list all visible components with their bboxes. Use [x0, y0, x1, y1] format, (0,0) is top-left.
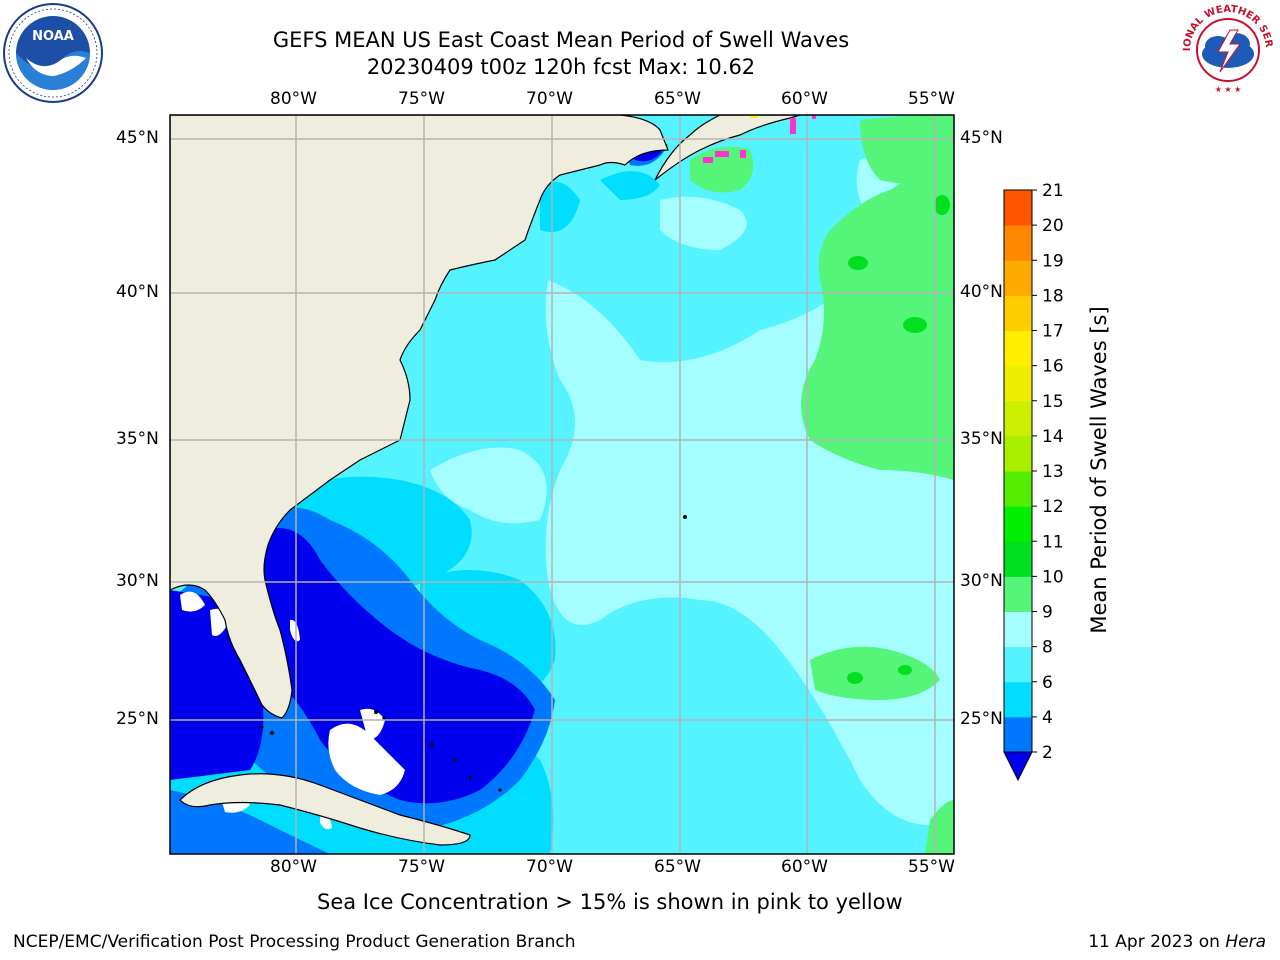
colorbar-tick-label: 15	[1042, 392, 1064, 412]
lat-label-right: 45°N	[960, 128, 1003, 148]
lat-label-left: 35°N	[116, 429, 159, 449]
colorbar-tick-label: 18	[1042, 286, 1064, 306]
colorbar-tick-label: 10	[1042, 567, 1064, 587]
lat-label-left: 30°N	[116, 571, 159, 591]
lon-label-bottom: 65°W	[654, 857, 701, 877]
lon-label-top: 60°W	[781, 89, 828, 109]
graticule	[170, 115, 954, 854]
lon-label-bottom: 55°W	[908, 857, 955, 877]
colorbar-tick-label: 6	[1042, 673, 1053, 693]
lat-label-left: 45°N	[116, 128, 159, 148]
missing-data-areas	[180, 591, 405, 830]
land-nova-scotia	[654, 115, 801, 181]
colorbar: 2 4 6 8 9 10 11 12 13 14 15 16 17 18 19 20 21	[1003, 181, 1064, 782]
field-9-10s	[801, 160, 954, 480]
colorbar-extend-arrow	[1003, 751, 1033, 782]
lat-label-right: 35°N	[960, 429, 1003, 449]
colorbar-tick-label: 12	[1042, 497, 1064, 517]
colorbar-tick-label: 20	[1042, 216, 1064, 236]
colorbar-band	[1004, 681, 1032, 718]
colorbar-band	[1004, 225, 1032, 261]
colorbar-band	[1004, 506, 1032, 542]
lat-label-left: 40°N	[116, 282, 159, 302]
map-frame	[169, 114, 955, 855]
noaa-logo-text: NOAA	[32, 29, 74, 44]
colorbar-tick-label: 17	[1042, 322, 1064, 342]
national-weather-service-logo-icon: NATIONAL WEATHER SERVICE ★ ★ ★	[1178, 0, 1275, 97]
footer-machine: Hera	[1225, 932, 1266, 952]
colorbar-band	[1004, 435, 1032, 472]
colorbar-tick-label: 14	[1042, 427, 1064, 447]
footer-credit: NCEP/EMC/Verification Post Processing Pr…	[13, 932, 576, 952]
colorbar-band	[1004, 190, 1032, 226]
map-canvas	[170, 115, 954, 854]
colorbar-tick-label: 19	[1042, 251, 1064, 271]
colorbar-tick-label: 16	[1042, 357, 1064, 377]
colorbar-tick-label: 13	[1042, 462, 1064, 482]
lon-label-bottom: 60°W	[781, 857, 828, 877]
islands	[260, 515, 687, 792]
colorbar-band	[1004, 365, 1032, 402]
field-10-11s	[847, 195, 950, 684]
svg-text:★ ★ ★: ★ ★ ★	[1215, 85, 1242, 94]
lon-label-top: 65°W	[654, 89, 701, 109]
footer-date-text: 11 Apr 2023 on	[1088, 932, 1226, 952]
colorbar-label: Mean Period of Swell Waves [s]	[1087, 306, 1111, 633]
footer-date: 11 Apr 2023 on Hera	[1088, 932, 1266, 952]
sea-ice-note: Sea Ice Concentration > 15% is shown in …	[317, 890, 903, 914]
lat-label-left: 25°N	[116, 709, 159, 729]
colorbar-band	[1004, 611, 1032, 648]
lon-label-top: 55°W	[908, 89, 955, 109]
colorbar-tick-label: 4	[1042, 708, 1053, 728]
colorbar-band	[1004, 646, 1032, 683]
colorbar-tick-label: 8	[1042, 638, 1053, 658]
colorbar-band	[1004, 260, 1032, 296]
colorbar-tick-label: 2	[1042, 743, 1053, 763]
lon-label-top: 70°W	[526, 89, 573, 109]
colorbar-band	[1004, 716, 1032, 753]
colorbar-band	[1004, 330, 1032, 367]
lon-label-bottom: 70°W	[526, 857, 573, 877]
sea-ice-marks	[703, 115, 816, 163]
lat-label-right: 25°N	[960, 709, 1003, 729]
colorbar-tick-label: 21	[1042, 181, 1064, 201]
lon-label-top: 75°W	[398, 89, 445, 109]
colorbar-band	[1004, 400, 1032, 437]
colorbar-tick-label: 9	[1042, 603, 1053, 623]
colorbar-band	[1004, 541, 1032, 577]
land-cuba	[179, 773, 471, 846]
colorbar-label-text: Mean Period of Swell Waves [s]	[1087, 306, 1111, 633]
noaa-logo-icon: NOAA	[3, 3, 103, 103]
lon-label-top: 80°W	[270, 89, 317, 109]
map-title: GEFS MEAN US East Coast Mean Period of S…	[272, 28, 850, 52]
lat-label-right: 40°N	[960, 282, 1003, 302]
lon-label-bottom: 75°W	[398, 857, 445, 877]
colorbar-band	[1004, 576, 1032, 612]
colorbar-band	[1004, 295, 1032, 331]
colorbar-band	[1004, 471, 1032, 507]
colorbar-tick-label: 11	[1042, 532, 1064, 552]
map-subtitle: 20230409 t00z 120h fcst Max: 10.62	[366, 55, 756, 79]
lat-label-right: 30°N	[960, 571, 1003, 591]
lon-label-bottom: 80°W	[270, 857, 317, 877]
